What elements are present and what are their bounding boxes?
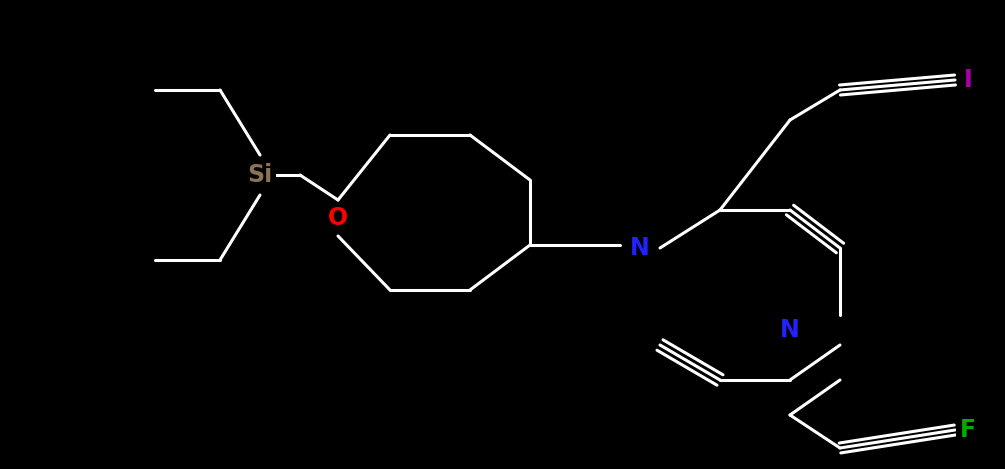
- Text: F: F: [960, 418, 976, 442]
- Text: N: N: [780, 318, 800, 342]
- Text: I: I: [964, 68, 973, 92]
- Text: O: O: [328, 206, 348, 230]
- Text: Si: Si: [247, 163, 272, 187]
- Text: N: N: [630, 236, 650, 260]
